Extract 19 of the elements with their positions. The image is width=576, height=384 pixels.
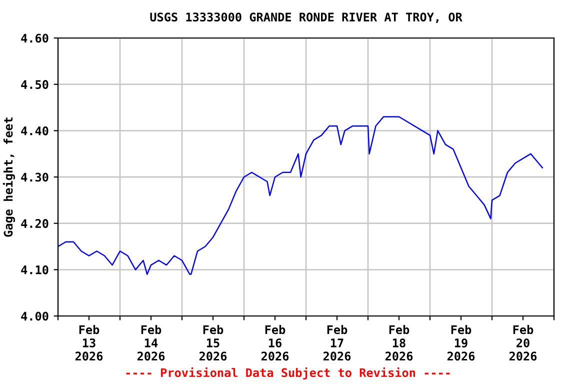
y-tick-label: 4.20 (21, 219, 48, 228)
chart-title: USGS 13333000 GRANDE RONDE RIVER AT TROY, OR (150, 12, 462, 23)
line-series (58, 116, 543, 275)
x-tick-label: Feb 20 2026 (509, 325, 537, 361)
x-tick-label: Feb 16 2026 (261, 325, 289, 361)
x-tick-label: Feb 15 2026 (199, 325, 227, 361)
text: ---- Provisional Data Subject to Revision ---- (126, 367, 450, 380)
y-tick-label: 4.60 (21, 34, 48, 43)
y-tick-label: 4.50 (21, 80, 48, 89)
y-tick-label: 4.00 (21, 312, 48, 321)
x-tick-label: Feb 13 2026 (75, 325, 103, 361)
y-axis-title: Gage height, feet (2, 118, 15, 237)
y-tick-label: 4.30 (21, 172, 48, 182)
x-tick-label: Feb 14 2026 (137, 325, 165, 361)
x-tick-label: Feb 18 2026 (385, 325, 413, 361)
x-tick-label: Feb 17 2026 (323, 325, 351, 361)
x-tick-label: Feb 19 2026 (447, 325, 475, 361)
y-tick-label: 4.40 (21, 126, 48, 136)
y-tick-label: 4.10 (21, 265, 48, 274)
